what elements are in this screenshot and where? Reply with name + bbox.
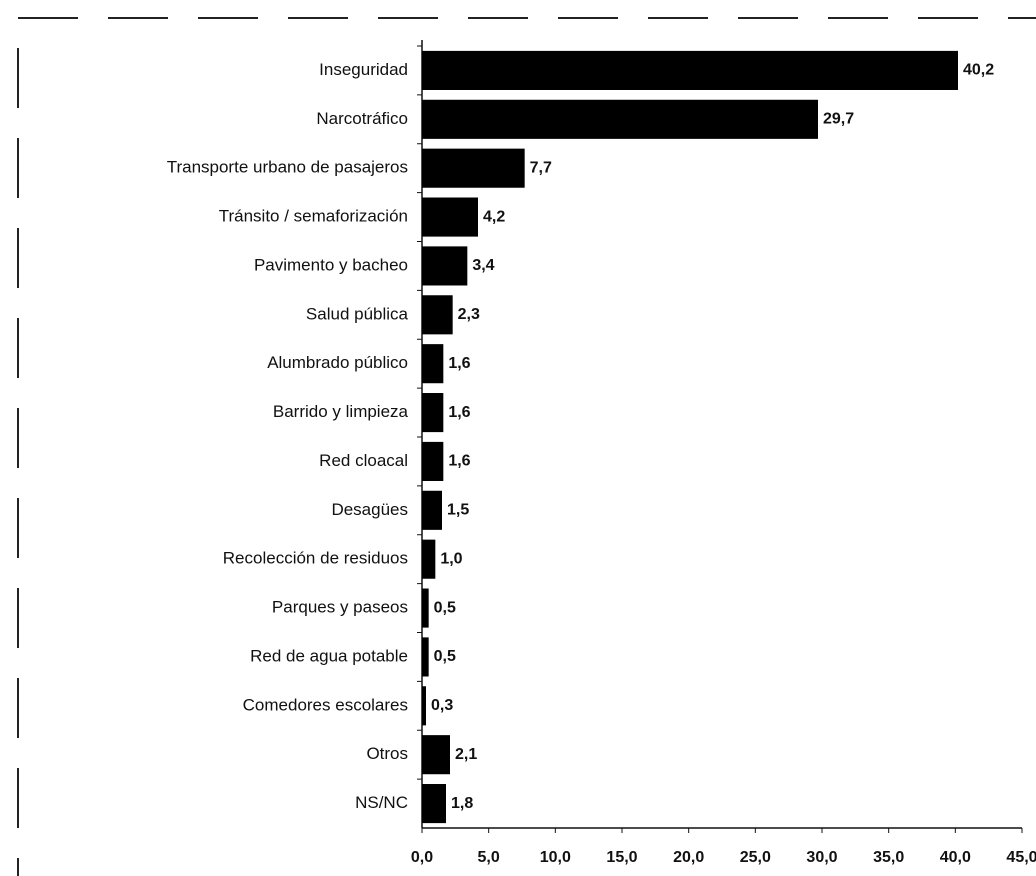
- value-label: 1,5: [447, 502, 469, 519]
- x-tick-label: 40,0: [940, 849, 971, 866]
- value-label: 0,5: [434, 599, 456, 616]
- x-tick-label: 20,0: [673, 849, 704, 866]
- value-label: 1,8: [451, 795, 473, 812]
- y-tick-label: Comedores escolares: [243, 695, 408, 714]
- x-tick-label: 0,0: [411, 849, 433, 866]
- x-tick-label: 25,0: [740, 849, 771, 866]
- value-label: 2,1: [455, 746, 477, 763]
- x-tick-label: 30,0: [806, 849, 837, 866]
- bar: [422, 197, 478, 237]
- x-tick-label: 35,0: [873, 849, 904, 866]
- y-tick-label: Desagües: [331, 500, 408, 519]
- value-label: 3,4: [472, 257, 494, 274]
- value-label: 40,2: [963, 62, 994, 79]
- value-label: 29,7: [823, 111, 854, 128]
- x-tick-label: 15,0: [606, 849, 637, 866]
- value-label: 7,7: [530, 159, 552, 176]
- value-label: 2,3: [458, 306, 480, 323]
- y-tick-label: Recolección de residuos: [223, 549, 408, 568]
- y-tick-label: Alumbrado público: [267, 353, 408, 372]
- x-tick-label: 45,0: [1006, 849, 1036, 866]
- bar: [422, 246, 468, 286]
- value-label: 1,6: [448, 404, 470, 421]
- bar: [422, 148, 525, 188]
- value-label: 1,6: [448, 355, 470, 372]
- bar: [422, 295, 453, 335]
- bar: [422, 539, 436, 579]
- y-tick-label: Barrido y limpieza: [273, 402, 409, 421]
- value-label: 0,3: [431, 697, 453, 714]
- value-label: 1,0: [440, 550, 462, 567]
- bar: [422, 99, 818, 139]
- bar: [422, 784, 446, 824]
- frame: [17, 17, 1036, 876]
- bar: [422, 637, 429, 677]
- y-tick-label: NS/NC: [355, 793, 408, 812]
- x-tick-label: 10,0: [540, 849, 571, 866]
- x-tick-label: 5,0: [478, 849, 500, 866]
- bar: [422, 441, 444, 481]
- value-label: 1,6: [448, 453, 470, 470]
- y-tick-label: Parques y paseos: [272, 598, 408, 617]
- bar: [422, 490, 442, 530]
- y-tick-label: Inseguridad: [319, 60, 408, 79]
- y-tick-label: Pavimento y bacheo: [254, 255, 408, 274]
- y-tick-label: Transporte urbano de pasajeros: [167, 158, 408, 177]
- bar: [422, 735, 450, 775]
- y-tick-label: Red de agua potable: [250, 646, 408, 665]
- value-label: 0,5: [434, 648, 456, 665]
- value-label: 4,2: [483, 208, 505, 225]
- y-tick-label: Otros: [366, 744, 408, 763]
- bar: [422, 393, 444, 433]
- y-tick-label: Tránsito / semaforización: [219, 207, 408, 226]
- bar: [422, 344, 444, 384]
- bar: [422, 50, 958, 90]
- bar: [422, 686, 426, 726]
- bar: [422, 588, 429, 628]
- y-tick-label: Salud pública: [306, 304, 409, 323]
- y-tick-label: Red cloacal: [319, 451, 408, 470]
- y-tick-label: Narcotráfico: [316, 109, 408, 128]
